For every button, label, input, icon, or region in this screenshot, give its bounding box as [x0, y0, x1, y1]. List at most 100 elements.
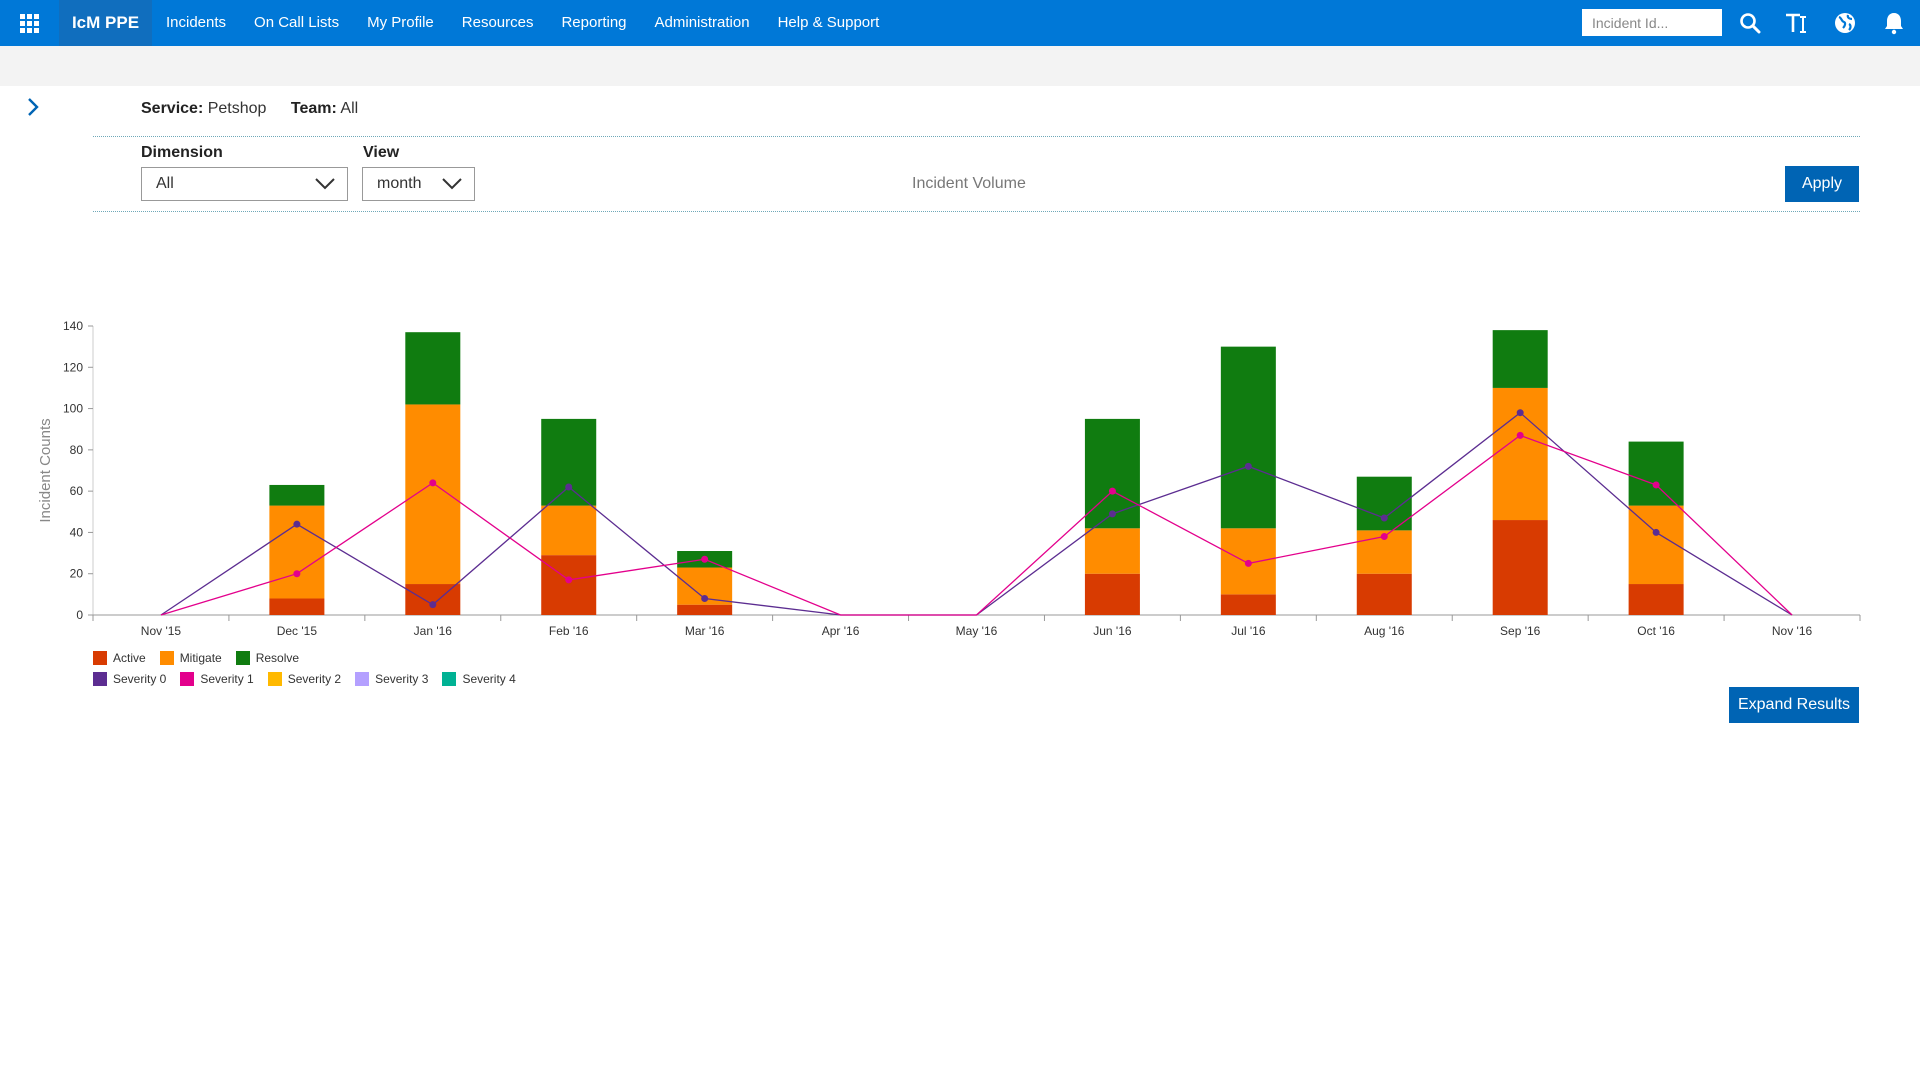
legend-swatch	[267, 671, 282, 686]
chevron-down-icon	[442, 178, 462, 190]
legend-swatch	[355, 671, 370, 686]
legend-item-resolve[interactable]: Resolve	[235, 650, 299, 665]
bar-resolve	[269, 484, 325, 506]
legend-swatch	[159, 650, 174, 665]
bar-mitigate	[405, 404, 461, 585]
nav-help-support[interactable]: Help & Support	[777, 14, 880, 31]
point-severity-0	[1108, 510, 1116, 518]
y-axis-title: Incident Counts	[37, 418, 54, 522]
x-tick-label: Sep '16	[1500, 624, 1541, 638]
legend-label: Severity 4	[462, 671, 516, 686]
legend-item-severity-4[interactable]: Severity 4	[442, 671, 516, 686]
y-tick-label: 40	[70, 525, 84, 539]
nav-on-call-lists[interactable]: On Call Lists	[254, 14, 340, 31]
legend-item-mitigate[interactable]: Mitigate	[159, 650, 222, 665]
point-severity-0	[293, 520, 301, 528]
divider	[93, 136, 1860, 137]
legend-item-severity-3[interactable]: Severity 3	[355, 671, 429, 686]
x-tick-label: Mar '16	[685, 624, 725, 638]
expand-results-button[interactable]: Expand Results	[1729, 687, 1859, 723]
bar-active	[269, 598, 325, 615]
incident-id-search-input[interactable]	[1582, 9, 1722, 36]
bar-active	[677, 604, 733, 615]
legend-item-severity-1[interactable]: Severity 1	[180, 671, 254, 686]
point-severity-1	[1380, 533, 1388, 541]
point-severity-1	[429, 479, 437, 487]
app-launcher-icon[interactable]	[0, 0, 59, 46]
bar-resolve	[405, 332, 461, 405]
point-severity-1	[1652, 481, 1660, 489]
bar-mitigate	[541, 505, 597, 556]
nav-resources[interactable]: Resources	[461, 14, 534, 31]
bar-active	[1356, 573, 1412, 615]
bar-mitigate	[269, 505, 325, 599]
legend-label: Severity 3	[375, 671, 429, 686]
nav-incidents[interactable]: Incidents	[166, 14, 227, 31]
legend-label: Severity 2	[287, 671, 342, 686]
apply-button[interactable]: Apply	[1785, 166, 1859, 202]
x-tick-label: May '16	[956, 624, 998, 638]
service-label: Service:	[141, 100, 204, 117]
legend-label: Severity 1	[200, 671, 254, 686]
point-severity-0	[1380, 514, 1388, 522]
x-tick-label: Oct '16	[1637, 624, 1675, 638]
nav-my-profile[interactable]: My Profile	[367, 14, 434, 31]
x-tick-label: Jul '16	[1231, 624, 1266, 638]
search-icon[interactable]	[1730, 0, 1770, 46]
dimension-select[interactable]: All	[141, 167, 348, 201]
bar-resolve	[541, 418, 597, 506]
x-tick-label: Nov '15	[141, 624, 182, 638]
dimension-select-value: All	[156, 175, 174, 192]
y-tick-label: 0	[76, 608, 83, 622]
legend-row-status: Active Mitigate Resolve	[93, 647, 530, 668]
bar-resolve	[1220, 346, 1276, 529]
x-tick-label: Feb '16	[549, 624, 589, 638]
legend-item-severity-2[interactable]: Severity 2	[267, 671, 342, 686]
metric-label: Incident Volume	[912, 175, 1026, 192]
view-select[interactable]: month	[362, 167, 475, 201]
chart-legend: Active Mitigate Resolve Severity 0 Severity…	[93, 647, 530, 689]
bar-mitigate	[1084, 528, 1140, 574]
service-team-context: Service: Petshop Team: All	[141, 100, 358, 118]
legend-item-severity-0[interactable]: Severity 0	[93, 671, 167, 686]
point-severity-0	[1244, 462, 1252, 470]
globe-icon[interactable]	[1825, 0, 1865, 46]
team-value: All	[340, 100, 359, 117]
bar-mitigate	[1492, 387, 1548, 521]
text-size-icon[interactable]	[1778, 0, 1818, 46]
legend-row-severity: Severity 0 Severity 1 Severity 2 Severity 3…	[93, 668, 530, 689]
point-severity-0	[701, 594, 709, 602]
legend-label: Mitigate	[179, 650, 222, 665]
bar-active	[1220, 594, 1276, 615]
bell-icon[interactable]	[1874, 0, 1914, 46]
legend-swatch	[442, 671, 457, 686]
expand-panel-chevron-icon[interactable]	[22, 96, 44, 118]
app-title[interactable]: IcM PPE	[59, 0, 152, 46]
view-select-value: month	[377, 175, 422, 192]
nav-reporting[interactable]: Reporting	[561, 14, 627, 31]
divider	[93, 211, 1860, 212]
y-tick-label: 60	[70, 484, 84, 498]
bar-resolve	[1084, 418, 1140, 529]
team-label: Team:	[290, 100, 337, 117]
point-severity-1	[1108, 487, 1116, 495]
legend-label: Active	[113, 650, 146, 665]
nav-administration[interactable]: Administration	[654, 14, 750, 31]
bar-mitigate	[1628, 505, 1684, 585]
bar-active	[541, 555, 597, 615]
x-tick-label: Apr '16	[822, 624, 860, 638]
x-tick-label: Dec '15	[277, 624, 318, 638]
y-tick-label: 140	[63, 319, 83, 333]
x-tick-label: Aug '16	[1364, 624, 1405, 638]
service-value: Petshop	[207, 100, 267, 117]
legend-item-active[interactable]: Active	[93, 650, 146, 665]
top-nav-bar: IcM PPE Incidents On Call Lists My Profi…	[0, 0, 1920, 46]
bar-resolve	[1492, 330, 1548, 388]
point-severity-1	[1516, 431, 1524, 439]
point-severity-0	[1652, 528, 1660, 536]
legend-label: Severity 0	[113, 671, 167, 686]
x-tick-label: Jun '16	[1093, 624, 1132, 638]
x-tick-label: Jan '16	[414, 624, 453, 638]
y-tick-label: 80	[70, 443, 84, 457]
